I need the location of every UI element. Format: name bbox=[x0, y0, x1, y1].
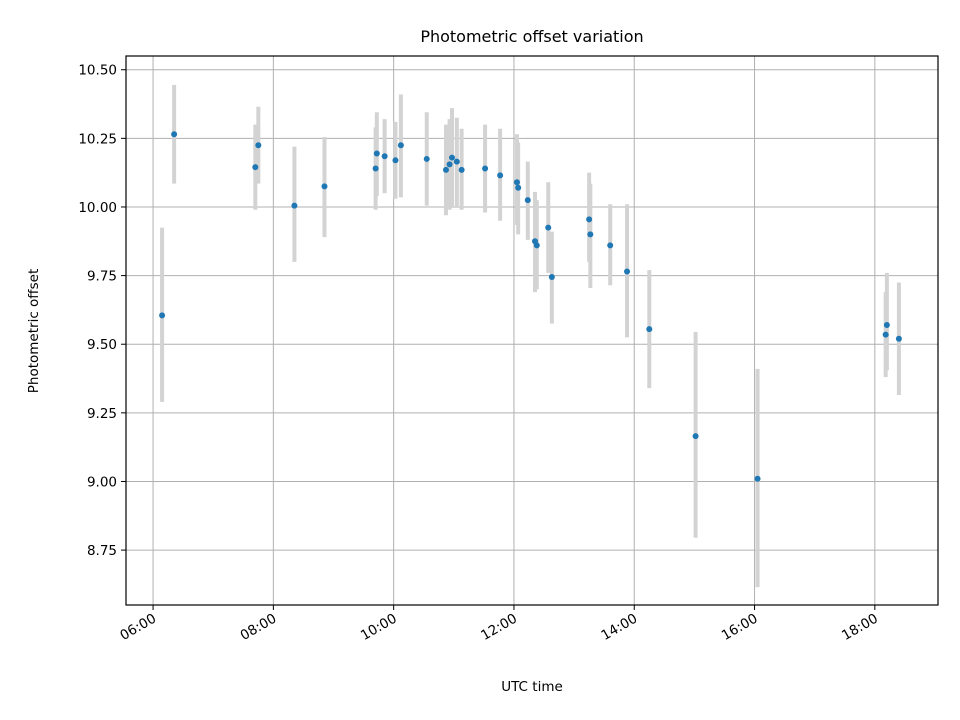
data-point bbox=[548, 273, 555, 280]
data-point bbox=[624, 268, 631, 275]
y-axis-label: Photometric offset bbox=[26, 269, 42, 393]
data-point bbox=[882, 331, 889, 338]
y-tick-label: 9.25 bbox=[87, 406, 117, 422]
data-point bbox=[321, 183, 328, 190]
data-point bbox=[252, 164, 259, 171]
data-point bbox=[646, 326, 653, 333]
data-point bbox=[587, 231, 594, 238]
data-point bbox=[545, 224, 552, 231]
data-point bbox=[692, 433, 699, 440]
data-point bbox=[524, 197, 531, 204]
data-point bbox=[453, 158, 460, 165]
data-point bbox=[392, 157, 399, 164]
y-tick-label: 10.00 bbox=[78, 200, 117, 216]
data-point bbox=[513, 179, 520, 186]
data-point bbox=[895, 335, 902, 342]
data-point bbox=[442, 166, 449, 173]
data-point bbox=[159, 312, 166, 319]
plot-frame bbox=[125, 55, 939, 606]
y-tick-label: 8.75 bbox=[87, 543, 117, 559]
data-point bbox=[291, 202, 298, 209]
data-point bbox=[482, 165, 489, 172]
chart-title: Photometric offset variation bbox=[420, 27, 643, 46]
data-point bbox=[458, 166, 465, 173]
data-point bbox=[883, 322, 890, 329]
y-tick-label: 9.00 bbox=[87, 474, 117, 490]
data-point bbox=[397, 142, 404, 149]
data-point bbox=[446, 161, 453, 168]
data-point bbox=[497, 172, 504, 179]
y-axis-ticks: 8.75 9.00 9.25 9.50 9.75 10.00 10.25 10.50 bbox=[78, 63, 126, 559]
data-point bbox=[171, 131, 178, 138]
grid bbox=[126, 56, 938, 605]
y-tick-label: 9.50 bbox=[87, 337, 117, 353]
data-point bbox=[381, 153, 388, 160]
data-point bbox=[373, 150, 380, 157]
y-tick-label: 9.75 bbox=[87, 269, 117, 285]
data-point bbox=[754, 475, 761, 482]
x-axis-label: UTC time bbox=[501, 679, 563, 695]
y-tick-label: 10.25 bbox=[78, 131, 117, 147]
data-point bbox=[423, 155, 430, 162]
data-point bbox=[255, 142, 262, 149]
y-tick-label: 10.50 bbox=[78, 63, 117, 79]
data-point bbox=[533, 242, 540, 249]
data-point bbox=[586, 216, 593, 223]
data-points bbox=[159, 131, 902, 482]
data-point bbox=[515, 184, 522, 191]
data-point bbox=[449, 154, 456, 161]
data-point bbox=[607, 242, 614, 249]
data-point bbox=[372, 165, 379, 172]
